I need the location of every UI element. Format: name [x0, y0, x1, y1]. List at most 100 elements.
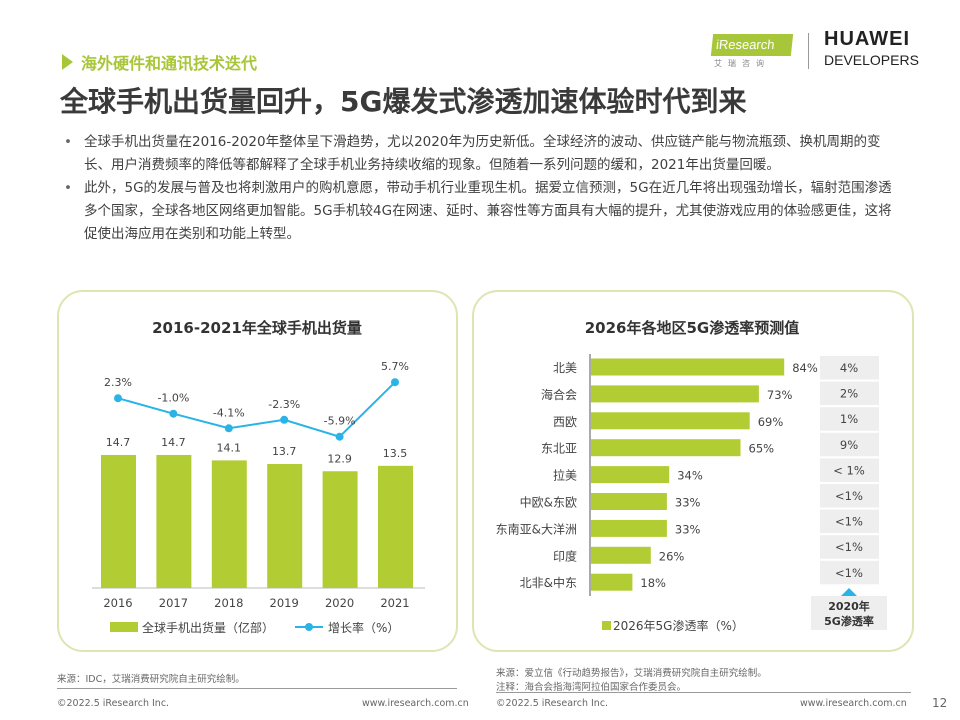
- page-title: 全球手机出货量回升，5G爆发式渗透加速体验时代到来: [60, 85, 747, 118]
- chart2-title: 2026年各地区5G渗透率预测值: [585, 319, 800, 337]
- huawei-logo: HUAWEI: [824, 28, 910, 50]
- side-value-box: [820, 432, 879, 457]
- side-value-box: [820, 381, 879, 406]
- y-tick-label: 中欧&东欧: [520, 495, 577, 510]
- bar-label: 33%: [675, 496, 701, 510]
- line-point: [280, 415, 289, 424]
- bar-label: 13.5: [383, 447, 408, 460]
- side-value: <1%: [835, 489, 863, 503]
- growth-line: [117, 381, 396, 438]
- bar: [591, 358, 785, 376]
- line-point: [224, 424, 233, 433]
- bar-label: 14.7: [106, 436, 131, 449]
- page-number: 12: [932, 696, 948, 710]
- side-value-box: [820, 509, 879, 534]
- side-value: <1%: [835, 515, 863, 529]
- copyright-right: ©2022.5 iResearch Inc.: [496, 698, 609, 709]
- bar-label: 65%: [749, 442, 775, 456]
- bar: [378, 465, 413, 588]
- side-column-title-box: [811, 596, 887, 630]
- line-label: 2.3%: [104, 376, 132, 389]
- side-value: 4%: [840, 361, 858, 375]
- bar: [591, 439, 741, 457]
- x-tick-label: 2020: [325, 596, 354, 610]
- source-left: 来源：IDC，艾瑞消费研究院自主研究绘制。: [57, 674, 245, 685]
- triangle-icon: [62, 54, 73, 70]
- bar: [591, 385, 759, 403]
- bar-label: 84%: [792, 361, 818, 375]
- line-point: [335, 432, 344, 441]
- side-value: <1%: [835, 566, 863, 580]
- side-value-box: [820, 458, 879, 482]
- bar: [591, 519, 667, 537]
- bullet-item: 此外，5G的发展与普及也将刺激用户的购机意愿，带动手机行业重现生机。据爱立信预测…: [62, 177, 902, 246]
- pointer-triangle-icon: [841, 588, 857, 596]
- bar: [591, 466, 670, 484]
- y-tick-label: 北美: [553, 361, 577, 375]
- side-value: < 1%: [833, 463, 865, 477]
- bar: [591, 573, 633, 591]
- chart1-title: 2016-2021年全球手机出货量: [152, 319, 362, 337]
- legend-swatch-bar: [602, 621, 611, 630]
- section-label: 海外硬件和通讯技术迭代: [81, 54, 258, 73]
- line-label: 5.7%: [381, 360, 409, 373]
- x-tick-label: 2021: [380, 596, 409, 610]
- x-tick-label: 2018: [214, 596, 243, 610]
- side-value: 9%: [840, 438, 858, 452]
- x-tick-label: 2016: [103, 596, 132, 610]
- url-right: www.iresearch.com.cn: [800, 698, 907, 709]
- bar: [211, 460, 247, 588]
- y-tick-label: 东南亚&大洋洲: [496, 521, 577, 536]
- legend-swatch-bar: [110, 622, 138, 632]
- line-point: [391, 378, 399, 387]
- bar-label: 18%: [640, 576, 666, 590]
- bar: [101, 454, 136, 588]
- y-tick-label: 拉美: [553, 468, 577, 483]
- legend-label: 2026年5G渗透率（%）: [613, 618, 744, 633]
- bar-label: 14.1: [217, 441, 242, 454]
- bar-label: 14.7: [161, 436, 186, 449]
- bullet-list: 全球手机出货量在2016-2020年整体呈下滑趋势，尤以2020年为历史新低。全…: [62, 131, 902, 246]
- y-tick-label: 东北亚: [541, 442, 577, 456]
- penetration-chart-card: [472, 290, 914, 652]
- footer-divider: [57, 688, 457, 689]
- bar: [156, 454, 192, 588]
- side-column-title: 5G渗透率: [824, 614, 874, 628]
- line-label: -2.3%: [268, 398, 300, 411]
- legend-label: 全球手机出货量（亿部）: [142, 620, 274, 635]
- line-point: [114, 394, 122, 403]
- side-value-box: [820, 560, 879, 585]
- y-tick-label: 印度: [553, 548, 577, 563]
- line-label: -4.1%: [213, 406, 245, 419]
- bar-label: 73%: [767, 388, 793, 402]
- bar: [591, 493, 667, 510]
- bar: [591, 412, 750, 430]
- line-point: [169, 409, 178, 418]
- note-right: 注释：海合会指海湾阿拉伯国家合作委员会。: [496, 682, 687, 693]
- y-tick-label: 西欧: [553, 415, 577, 429]
- bar-label: 26%: [659, 549, 685, 563]
- y-tick-label: 海合会: [541, 387, 577, 402]
- section-title: 海外硬件和通讯技术迭代: [62, 50, 257, 74]
- line-label: -5.9%: [324, 415, 356, 428]
- bar: [322, 471, 358, 588]
- bar: [591, 546, 651, 564]
- line-label: -1.0%: [157, 392, 189, 405]
- bar-label: 13.7: [272, 445, 297, 458]
- side-value-box: [820, 356, 879, 380]
- bar-label: 33%: [675, 522, 701, 536]
- logo-divider: [808, 33, 809, 69]
- y-tick-label: 北非&中东: [520, 575, 577, 590]
- bar-label: 12.9: [327, 452, 352, 465]
- url-left: www.iresearch.com.cn: [362, 698, 469, 709]
- side-value: 1%: [840, 412, 858, 426]
- huawei-developers-logo: DEVELOPERS: [824, 52, 919, 68]
- x-tick-label: 2019: [270, 596, 299, 610]
- shipment-chart-card: [57, 290, 458, 652]
- bullet-item: 全球手机出货量在2016-2020年整体呈下滑趋势，尤以2020年为历史新低。全…: [62, 131, 902, 177]
- iresearch-logo-sub: 艾瑞咨询: [714, 59, 770, 68]
- side-value: <1%: [835, 540, 863, 554]
- legend-swatch-point: [305, 623, 313, 631]
- legend-label: 增长率（%）: [328, 620, 399, 635]
